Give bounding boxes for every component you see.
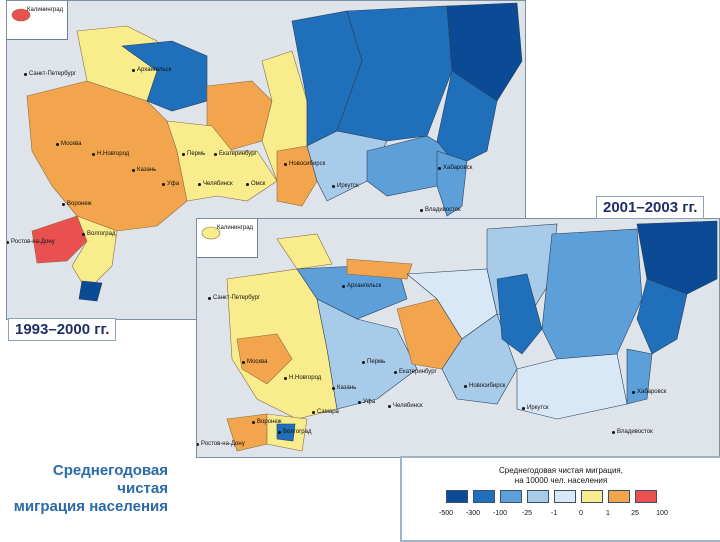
legend-swatch	[446, 490, 468, 503]
city-vladivostok: Владивосток	[420, 207, 461, 213]
legend-tick-label: -100	[492, 510, 508, 517]
city-ekaterinburg-2: Екатеринбург	[394, 369, 437, 375]
city-samara-2: Самара	[312, 409, 339, 415]
city-arkhangelsk: Архангельск	[131, 67, 172, 73]
legend-title-line-2: на 10000 чел. населения	[514, 476, 608, 485]
title-line-3: миграция населения	[13, 498, 168, 515]
legend-swatch	[608, 490, 630, 503]
city-ufa-2: Уфа	[357, 399, 376, 405]
legend-swatch	[500, 490, 522, 503]
city-moscow-2: Москва	[241, 359, 268, 365]
kaliningrad-inset-2: Калининград	[197, 219, 258, 258]
city-omsk: Омск	[245, 181, 266, 187]
city-volgograd-2: Волгоград	[277, 429, 312, 435]
legend-swatch	[635, 490, 657, 503]
city-chelyabinsk: Челябинск	[198, 181, 233, 187]
city-irkutsk: Иркутск	[332, 183, 359, 189]
legend-tick-label: -300	[465, 510, 481, 517]
legend-tick-label: -1	[550, 510, 558, 517]
legend-swatch	[554, 490, 576, 503]
legend-tick-label: 25	[631, 510, 639, 517]
legend-tick-label: 0	[579, 510, 583, 517]
city-irkutsk-2: Иркутск	[522, 405, 549, 411]
city-n-novgorod: Н.Новгород	[91, 151, 130, 157]
city-spb-2: Санкт-Петербург	[207, 295, 261, 301]
period-caption-2: 2001–2003 гг.	[596, 196, 705, 219]
legend-swatch	[581, 490, 603, 503]
city-moscow: Москва	[55, 141, 82, 147]
city-rostov-2: Ростов-на-Дону	[197, 441, 245, 447]
city-ekaterinburg: Екатеринбург	[214, 151, 257, 157]
city-ufa: Уфа	[161, 181, 180, 187]
city-arkhangelsk-2: Архангельск	[341, 283, 382, 289]
legend: Среднегодовая чистая миграция, на 10000 …	[400, 456, 720, 542]
kaliningrad-label: Калининград	[27, 7, 64, 13]
kaliningrad-shape	[11, 8, 31, 22]
map-2-regions	[226, 220, 718, 452]
legend-swatch	[527, 490, 549, 503]
kaliningrad-label-2: Калининград	[217, 225, 254, 231]
city-perm: Пермь	[181, 151, 206, 157]
kaliningrad-inset: Калининград	[7, 1, 68, 40]
legend-tick-label: 1	[606, 510, 610, 517]
city-khabarovsk: Хабаровск	[437, 165, 473, 171]
map-1-regions	[26, 2, 523, 302]
city-novosibirsk: Новосибирск	[283, 161, 326, 167]
city-perm-2: Пермь	[361, 359, 386, 365]
legend-tick-label: -500	[438, 510, 454, 517]
city-volgograd: Волгоград	[81, 231, 116, 237]
city-rostov: Ростов-на-Дону	[7, 239, 55, 245]
kaliningrad-shape-2	[201, 226, 221, 240]
city-khabarovsk-2: Хабаровск	[631, 389, 667, 395]
legend-title: Среднегодовая чистая миграция, на 10000 …	[402, 466, 720, 486]
legend-swatch	[473, 490, 495, 503]
city-kazan-2: Казань	[331, 385, 357, 391]
city-vladivostok-2: Владивосток	[612, 429, 653, 435]
migration-map-2001-2003: Калининград Санкт-Петербург Архангельск …	[196, 218, 720, 458]
city-chelyabinsk-2: Челябинск	[388, 403, 423, 409]
city-voronezh-2: Воронеж	[252, 419, 282, 425]
legend-title-line-1: Среднегодовая чистая миграция,	[499, 466, 623, 475]
city-kazan: Казань	[131, 167, 157, 173]
city-voronezh: Воронеж	[62, 201, 92, 207]
migration-map-1993-2000: Калининград Санкт-Петербург Архангельск …	[6, 0, 526, 320]
main-title: Среднегодовая чистая миграция населения	[0, 462, 168, 516]
city-n-novgorod-2: Н.Новгород	[283, 375, 322, 381]
legend-tick-label: 100	[656, 510, 668, 517]
city-novosibirsk-2: Новосибирск	[463, 383, 506, 389]
title-line-1: Среднегодовая	[52, 462, 168, 479]
title-line-2: чистая	[117, 480, 168, 497]
city-spb: Санкт-Петербург	[23, 71, 77, 77]
period-caption-1: 1993–2000 гг.	[8, 318, 117, 341]
legend-tick-label: -25	[521, 510, 533, 517]
